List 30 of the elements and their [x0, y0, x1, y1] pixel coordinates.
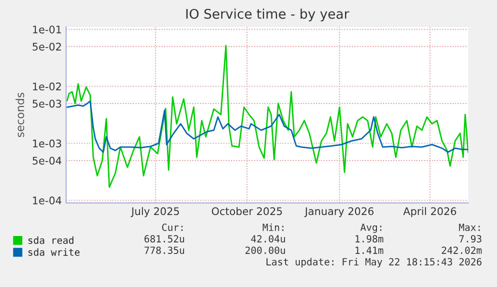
text: Avg: — [360, 224, 382, 233]
x-tick-label: January 2026 — [304, 207, 374, 218]
y-axis-title: seconds — [16, 92, 24, 138]
text: 1.41m — [356, 246, 384, 254]
y-tick-label: 1e-04 — [33, 196, 62, 204]
text: Cur: — [162, 224, 183, 232]
chart-title: IO Service time - by year — [186, 8, 350, 22]
y-tick-label: 5e-04 — [32, 156, 62, 165]
y-tick-label: 5e-03 — [32, 100, 62, 108]
line-series — [66, 44, 468, 188]
text: 778.35u — [144, 246, 184, 254]
y-tick-label: 1e-01 — [33, 26, 61, 34]
text: Last update: Fri May 22 18:15:43 2026 — [266, 258, 482, 268]
x-tick-label: April 2026 — [403, 207, 456, 218]
line-series — [66, 100, 468, 153]
y-tick-label: 1e-03 — [33, 140, 62, 148]
y-tick-label: 1e-02 — [33, 82, 61, 90]
legend-label: sda write — [28, 248, 80, 256]
text: 681.52u — [144, 235, 184, 242]
text: Max: — [459, 224, 480, 232]
text: 42.04u — [251, 235, 285, 242]
y-tick-label: 5e-02 — [32, 42, 61, 51]
text: Min: — [262, 223, 284, 231]
text: 200.00u — [246, 246, 285, 254]
text: 242.02m — [442, 246, 482, 254]
text: 1.98m — [356, 235, 384, 242]
x-tick-label: October 2025 — [212, 207, 282, 216]
legend-label: sda read — [28, 236, 74, 244]
text: 7.93 — [459, 235, 482, 242]
x-tick-label: July 2025 — [130, 207, 179, 218]
